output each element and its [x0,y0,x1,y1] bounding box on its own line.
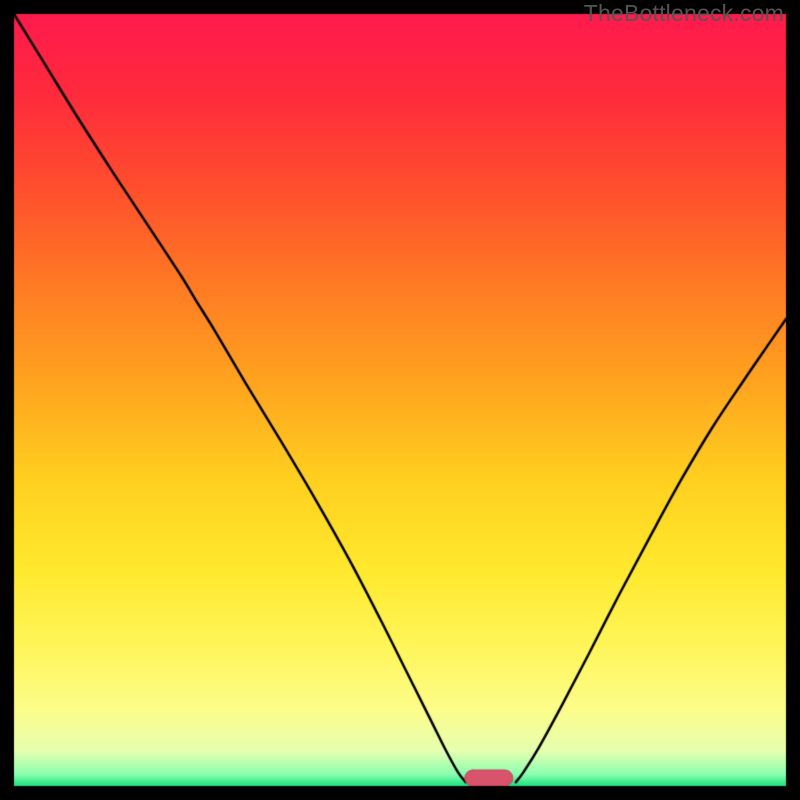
bottleneck-curve-chart [0,0,800,800]
site-watermark: TheBottleneck.com [584,0,784,27]
chart-stage: TheBottleneck.com [0,0,800,800]
